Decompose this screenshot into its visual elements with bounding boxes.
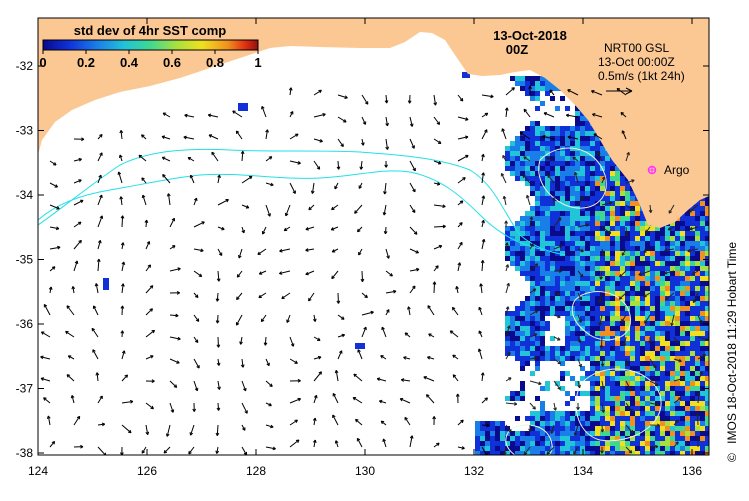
y-tick-label: -37 bbox=[16, 382, 34, 396]
legend-line2: 13-Oct 00:00Z bbox=[598, 55, 675, 69]
y-tick-label: -36 bbox=[16, 317, 34, 331]
colorbar-tick-label: 1 bbox=[254, 55, 261, 70]
colorbar-tick-label: 0.2 bbox=[77, 55, 95, 70]
x-tick-label: 136 bbox=[682, 464, 702, 478]
x-tick-label: 130 bbox=[355, 464, 375, 478]
colorbar-label: std dev of 4hr SST comp bbox=[74, 23, 226, 38]
x-tick-label: 134 bbox=[573, 464, 593, 478]
x-tick-label: 128 bbox=[246, 464, 266, 478]
y-tick-label: -32 bbox=[16, 59, 34, 73]
copyright-credit: © IMOS 18-Oct-2018 11:29 Hobart Time bbox=[725, 242, 739, 462]
legend-line3: 0.5m/s (1kt 24h) bbox=[598, 69, 685, 83]
colorbar-tick-label: 0 bbox=[39, 55, 46, 70]
legend-line1: NRT00 GSL bbox=[604, 41, 669, 55]
argo-marker bbox=[648, 166, 656, 174]
y-tick-label: -38 bbox=[16, 446, 34, 460]
x-tick-label: 132 bbox=[464, 464, 484, 478]
colorbar-tick-label: 0.8 bbox=[206, 55, 224, 70]
y-tick-label: -35 bbox=[16, 253, 34, 267]
y-tick-label: -34 bbox=[16, 188, 34, 202]
y-tick-label: -33 bbox=[16, 124, 34, 138]
colorbar-ramp bbox=[43, 40, 258, 50]
x-tick-label: 124 bbox=[28, 464, 48, 478]
x-tick-label: 126 bbox=[137, 464, 157, 478]
title-time: 00Z bbox=[506, 42, 528, 57]
title-date: 13-Oct-2018 bbox=[493, 28, 567, 43]
colorbar-tick-label: 0.6 bbox=[163, 55, 181, 70]
colorbar-tick-label: 0.4 bbox=[120, 55, 139, 70]
argo-label: Argo bbox=[664, 163, 690, 177]
